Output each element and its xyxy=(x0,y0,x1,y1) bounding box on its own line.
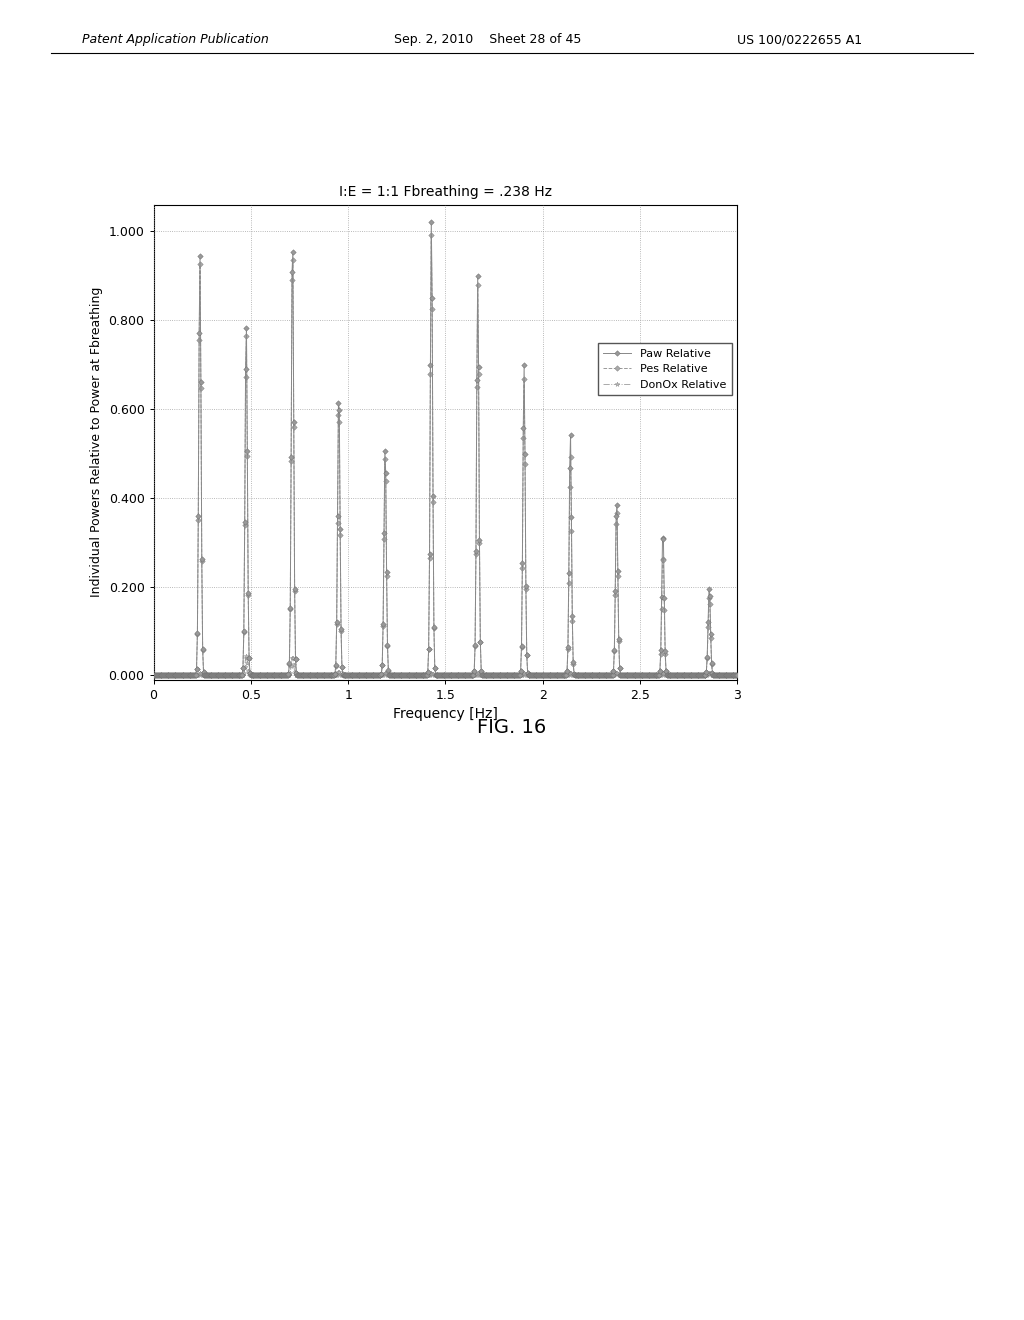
DonOx Relative xyxy=(466,668,478,684)
Line: Pes Relative: Pes Relative xyxy=(152,234,739,677)
DonOx Relative xyxy=(731,668,743,684)
Y-axis label: Individual Powers Relative to Power at Fbreathing: Individual Powers Relative to Power at F… xyxy=(90,286,103,598)
Text: US 100/0222655 A1: US 100/0222655 A1 xyxy=(737,33,862,46)
Title: I:E = 1:1 Fbreathing = .238 Hz: I:E = 1:1 Fbreathing = .238 Hz xyxy=(339,185,552,199)
Paw Relative xyxy=(241,319,253,335)
DonOx Relative xyxy=(723,668,735,684)
DonOx Relative xyxy=(427,667,439,682)
Pes Relative xyxy=(653,667,666,682)
Text: FIG. 16: FIG. 16 xyxy=(477,718,547,737)
Pes Relative xyxy=(731,668,743,684)
Paw Relative xyxy=(427,488,439,504)
X-axis label: Frequency [Hz]: Frequency [Hz] xyxy=(393,708,498,722)
Pes Relative xyxy=(242,449,254,465)
Pes Relative xyxy=(150,668,162,684)
Paw Relative xyxy=(653,667,666,682)
Pes Relative xyxy=(425,227,437,243)
Paw Relative xyxy=(522,667,535,682)
Paw Relative xyxy=(147,668,160,684)
Paw Relative xyxy=(466,668,478,684)
DonOx Relative xyxy=(241,648,253,664)
Line: Paw Relative: Paw Relative xyxy=(152,220,739,677)
Legend: Paw Relative, Pes Relative, DonOx Relative: Paw Relative, Pes Relative, DonOx Relati… xyxy=(598,343,732,396)
DonOx Relative xyxy=(652,668,665,684)
DonOx Relative xyxy=(147,668,160,684)
Paw Relative xyxy=(539,668,551,684)
Pes Relative xyxy=(467,667,479,682)
Paw Relative xyxy=(731,668,743,684)
Pes Relative xyxy=(539,668,551,684)
Text: Sep. 2, 2010    Sheet 28 of 45: Sep. 2, 2010 Sheet 28 of 45 xyxy=(394,33,582,46)
Pes Relative xyxy=(428,620,440,636)
Paw Relative xyxy=(425,214,437,230)
DonOx Relative xyxy=(522,668,535,684)
Paw Relative xyxy=(539,668,551,684)
Pes Relative xyxy=(523,668,536,684)
Pes Relative xyxy=(147,668,160,684)
DonOx Relative xyxy=(539,668,551,684)
Line: DonOx Relative: DonOx Relative xyxy=(152,653,739,677)
Text: Patent Application Publication: Patent Application Publication xyxy=(82,33,268,46)
DonOx Relative xyxy=(242,655,254,671)
